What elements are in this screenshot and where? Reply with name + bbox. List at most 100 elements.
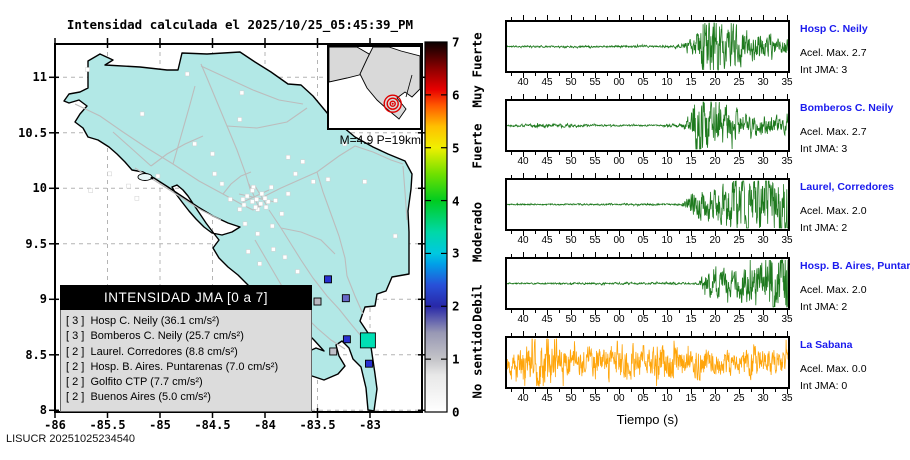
colorbar-number: 6 <box>452 87 460 103</box>
waveform-line <box>507 180 788 229</box>
waveform-plot <box>505 94 790 157</box>
time-tick-label: 50 <box>565 393 577 404</box>
station-name: Hosp. B. Aires, Puntare <box>800 260 910 272</box>
seismogram-trace: 40 45 50 55 00 05 10 15 20 25 30 35 Laurel, Corredo… <box>505 173 910 257</box>
time-tick-label: 00 <box>613 156 625 167</box>
seismogram-trace: 40 45 50 55 00 05 10 15 20 25 30 35 La Sabana Acel.… <box>505 331 910 415</box>
x-tick-label: -84.5 <box>194 418 231 432</box>
time-tick-label: 20 <box>709 156 721 167</box>
legend-item: [ 2 ] Hosp. B. Aires. Puntarenas (7.0 cm… <box>66 360 279 373</box>
y-tick-label: 10.5 <box>18 125 47 140</box>
time-tick-label: 10 <box>661 77 673 88</box>
seismogram-trace: 40 45 50 55 00 05 10 15 20 25 30 35 Hosp. B. Aires,… <box>505 252 910 336</box>
intensity-markers-layer <box>304 275 376 368</box>
legend-item: [ 3 ] Bomberos C. Neily (25.7 cm/s²) <box>66 330 244 343</box>
waveform-plot <box>505 331 790 394</box>
station-dot <box>126 183 131 189</box>
station-dot <box>139 111 145 117</box>
station-dot <box>212 171 217 177</box>
colorbar-category: Moderado <box>469 202 485 263</box>
time-tick-label: 50 <box>565 314 577 325</box>
magnitude-depth-label: M=4.9 P=19km <box>339 133 421 147</box>
station-dot <box>257 261 262 267</box>
station-dot <box>300 159 306 164</box>
time-tick-label: 05 <box>637 77 649 88</box>
intensity-jma: Int JMA: 2 <box>800 301 848 313</box>
x-tick-label: -85 <box>149 418 171 432</box>
station-dot <box>295 269 300 274</box>
source-id-label: LISUCR 20251025234540 <box>6 433 136 445</box>
station-dot <box>282 254 288 260</box>
time-tick-label: 45 <box>541 77 553 88</box>
time-tick-label: 45 <box>541 235 553 246</box>
seismogram-trace: 40 45 50 55 00 05 10 15 20 25 30 35 Hosp C. Neily A… <box>505 15 910 99</box>
time-tick-label: 20 <box>709 235 721 246</box>
waveform-line <box>507 101 788 150</box>
x-tick-label: -84 <box>254 418 276 432</box>
time-tick-label: 50 <box>565 235 577 246</box>
time-tick-label: 30 <box>757 393 769 404</box>
time-tick-label: 05 <box>637 393 649 404</box>
time-tick-label: 00 <box>613 77 625 88</box>
station-dot <box>285 154 291 160</box>
intensity-marker <box>324 275 332 284</box>
intensity-jma: Int JMA: 3 <box>800 143 848 155</box>
x-tick-label: -85.5 <box>89 418 126 432</box>
station-dot <box>219 181 225 187</box>
acceleration-max: Acel. Max. 2.0 <box>800 284 867 296</box>
time-tick-label: 30 <box>757 314 769 325</box>
inset-border-line <box>405 74 413 98</box>
legend-item: [ 2 ] Buenos Aires (5.0 cm/s²) <box>66 391 211 404</box>
colorbar-number: 2 <box>452 298 460 314</box>
road-network <box>74 63 408 350</box>
intensity-marker <box>329 347 338 356</box>
time-tick-label: 00 <box>613 314 625 325</box>
time-tick-label: 55 <box>589 156 601 167</box>
station-dot <box>242 221 248 227</box>
acceleration-max: Acel. Max. 2.7 <box>800 126 867 138</box>
intensity-legend: INTENSIDAD JMA [0 a 7] [ 3 ] Hosp C. Nei… <box>60 285 312 412</box>
station-dot <box>237 207 243 212</box>
intensity-map: -86 -85.5 -85 -84.5 -84 -83.5 -83 11 10.5 10 9.5 9… <box>18 38 428 432</box>
station-dot <box>253 204 258 210</box>
x-tick-label: -86 <box>44 418 66 432</box>
intensity-marker <box>341 294 350 303</box>
time-tick-label: 25 <box>733 235 745 246</box>
station-dot <box>270 223 275 229</box>
legend-item: [ 2 ] Golfito CTP (7.7 cm/s²) <box>66 376 203 389</box>
time-axis: 40 45 50 55 00 05 10 15 20 25 30 35 <box>505 235 792 248</box>
station-dot <box>239 90 245 96</box>
station-dot <box>250 199 255 204</box>
intensity-marker <box>365 359 373 368</box>
intensity-jma: Int JMA: 0 <box>800 380 848 392</box>
time-tick-label: 25 <box>733 77 745 88</box>
station-dot <box>250 188 255 193</box>
legend-body: [ 3 ] Hosp C. Neily (36.1 cm/s²) [ 3 ] B… <box>60 310 312 412</box>
station-dot <box>285 191 291 197</box>
station-name: La Sabana <box>800 339 853 351</box>
station-dot <box>279 211 285 217</box>
intensity-marker <box>342 335 351 344</box>
legend-item: [ 2 ] Laurel. Corredores (8.8 cm/s²) <box>66 345 238 358</box>
waveform-line <box>507 22 788 71</box>
time-axis-title: Tiempo (s) <box>616 412 679 427</box>
y-tick-label: 8.5 <box>25 347 47 362</box>
station-dot <box>325 177 331 182</box>
time-tick-label: 10 <box>661 156 673 167</box>
time-tick-label: 20 <box>709 393 721 404</box>
time-tick-label: 55 <box>589 235 601 246</box>
time-tick-label: 10 <box>661 235 673 246</box>
station-dot <box>293 171 298 177</box>
time-tick-label: 25 <box>733 314 745 325</box>
colorbar-number: 7 <box>452 34 460 50</box>
station-dot <box>228 197 233 202</box>
time-tick-label: 40 <box>517 314 529 325</box>
station-dot <box>185 71 190 77</box>
station-dot <box>311 179 316 184</box>
station-dot <box>273 198 278 203</box>
station-dot <box>245 249 251 254</box>
time-axis: 40 45 50 55 00 05 10 15 20 25 30 35 <box>505 393 792 406</box>
time-tick-label: 25 <box>733 393 745 404</box>
time-tick-label: 55 <box>589 314 601 325</box>
station-dot <box>107 171 112 177</box>
